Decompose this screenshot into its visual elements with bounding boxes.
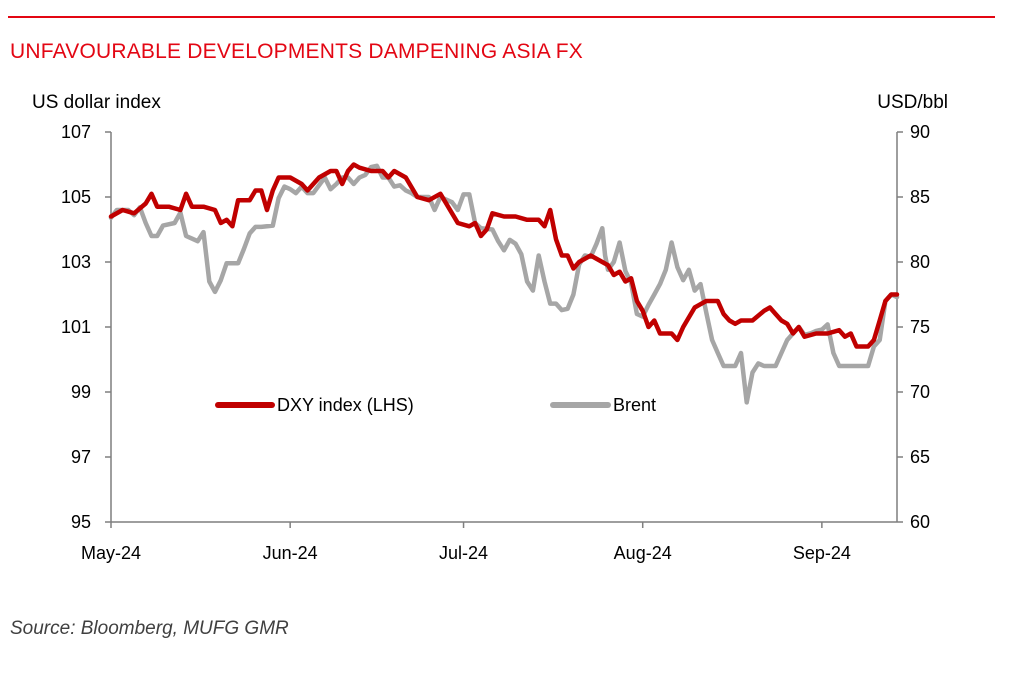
right-tick-label: 75 [910,317,930,337]
right-tick-label: 85 [910,187,930,207]
left-tick-label: 95 [71,512,91,532]
right-y-axis: 60 65 70 75 80 85 90 [896,122,930,532]
left-tick-label: 99 [71,382,91,402]
left-tick-label: 101 [61,317,91,337]
x-tick-label: Sep-24 [793,543,851,563]
series-layer [108,162,900,405]
legend-brent-label: Brent [613,395,656,415]
left-axis-title: US dollar index [32,92,161,113]
left-y-axis: 95 97 99 101 103 105 107 [61,122,112,532]
source-note: Source: Bloomberg, MUFG GMR [10,618,289,639]
left-tick-label: 105 [61,187,91,207]
x-tick-label: Aug-24 [614,543,672,563]
left-tick-label: 97 [71,447,91,467]
right-tick-label: 80 [910,252,930,272]
left-tick-label: 103 [61,252,91,272]
x-tick-label: May-24 [81,543,141,563]
x-tick-label: Jun-24 [263,543,318,563]
left-tick-label: 107 [61,122,91,142]
line-chart: 95 97 99 101 103 105 107 60 65 70 75 80 85 90 May-24… [61,122,930,563]
legend-dxy-label: DXY index (LHS) [277,395,414,415]
dxy-series-line [108,162,900,349]
chart-title: UNFAVOURABLE DEVELOPMENTS DAMPENING ASIA… [10,40,584,63]
right-axis-title: USD/bbl [877,92,948,113]
brent-series-line [108,163,900,405]
title-rule [8,16,995,18]
x-axis: May-24 Jun-24 Jul-24 Aug-24 Sep-24 [81,521,897,563]
right-tick-label: 70 [910,382,930,402]
x-tick-label: Jul-24 [439,543,488,563]
right-tick-label: 90 [910,122,930,142]
legend: DXY index (LHS) Brent [215,395,656,415]
right-tick-label: 65 [910,447,930,467]
right-tick-label: 60 [910,512,930,532]
